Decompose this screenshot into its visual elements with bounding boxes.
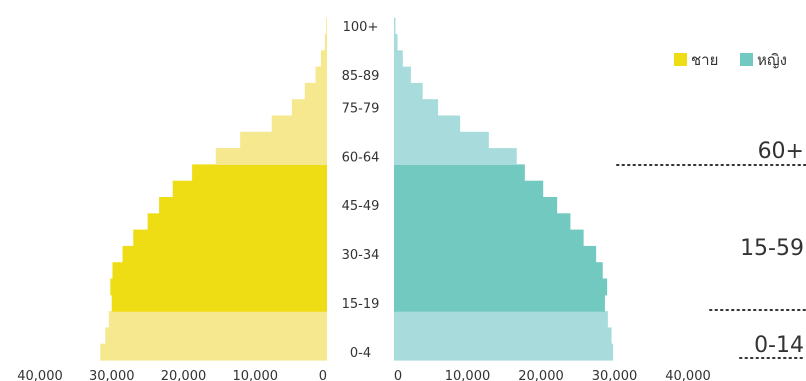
bar-female-10-14 [394, 311, 608, 328]
bar-female-70-74 [394, 115, 461, 133]
x-tick-label-female: 0 [394, 369, 402, 381]
x-axis-ticks-male: 40,000 30,000 20,000 10,000 0 [17, 369, 327, 381]
legend-label-male: ชาย [691, 51, 718, 69]
bar-male-0-4 [100, 343, 328, 361]
bar-male-70-74 [271, 115, 327, 133]
male-bars [100, 17, 328, 361]
bar-female-30-34 [394, 245, 597, 263]
bar-female-60-64 [394, 148, 517, 165]
age-group-annotations: 60+ 15-59 0-14 [616, 139, 806, 359]
bar-male-25-29 [112, 262, 327, 280]
bar-male-35-39 [133, 229, 327, 247]
bar-female-100+ [394, 17, 396, 35]
age-label: 100+ [343, 20, 379, 35]
bar-male-80-84 [304, 82, 327, 100]
age-label: 15-19 [342, 297, 380, 312]
bar-male-90-94 [320, 50, 327, 68]
bar-male-85-89 [315, 66, 327, 84]
age-label: 30-34 [342, 248, 380, 263]
age-label: 85-89 [342, 69, 380, 84]
bar-female-80-84 [394, 82, 423, 100]
bar-female-20-24 [394, 278, 608, 296]
bar-male-45-49 [159, 197, 327, 214]
x-tick-label-male: 30,000 [89, 369, 135, 381]
bar-female-75-79 [394, 99, 439, 117]
bar-female-90-94 [394, 50, 403, 68]
bar-male-95-99 [324, 34, 327, 51]
bar-female-55-59 [394, 164, 525, 182]
age-label: 0-4 [350, 346, 371, 361]
bar-male-40-44 [147, 213, 328, 231]
x-tick-label-female: 10,000 [445, 369, 491, 381]
age-label: 45-49 [342, 199, 380, 214]
age-group-label-0-14: 0-14 [754, 333, 804, 358]
bar-female-35-39 [394, 229, 584, 247]
x-tick-label-female: 40,000 [665, 369, 711, 381]
bar-male-65-69 [240, 131, 327, 149]
bar-female-25-29 [394, 262, 603, 280]
bar-female-0-4 [394, 343, 614, 361]
bar-female-15-19 [394, 294, 605, 312]
x-tick-label-female: 30,000 [592, 369, 638, 381]
bar-female-40-44 [394, 213, 571, 231]
age-group-label-60plus: 60+ [758, 139, 804, 164]
bar-female-5-9 [394, 327, 612, 345]
bar-male-5-9 [105, 327, 327, 345]
age-group-label-15-59: 15-59 [740, 236, 804, 261]
bar-male-60-64 [215, 148, 327, 165]
bar-female-95-99 [394, 34, 398, 51]
legend: ชาย หญิง [674, 51, 787, 69]
x-axis-ticks-female: 0 10,000 20,000 30,000 40,000 [394, 369, 711, 381]
x-tick-label-male: 40,000 [17, 369, 63, 381]
bar-female-45-49 [394, 197, 558, 214]
bar-male-55-59 [192, 164, 327, 182]
bar-male-10-14 [108, 311, 327, 328]
female-bars [394, 17, 614, 361]
x-tick-label-male: 0 [319, 369, 327, 381]
bar-female-85-89 [394, 66, 411, 84]
legend-label-female: หญิง [757, 51, 787, 69]
legend-swatch-female [740, 53, 753, 66]
bar-female-50-54 [394, 180, 544, 198]
bar-male-30-34 [122, 245, 327, 263]
legend-swatch-male [674, 53, 687, 66]
x-tick-label-female: 20,000 [518, 369, 564, 381]
bar-female-65-69 [394, 131, 489, 149]
age-labels: 0-4 15-19 30-34 45-49 60-64 75-79 85-89 100+ [342, 20, 380, 361]
bar-male-15-19 [111, 294, 327, 312]
bar-male-75-79 [291, 99, 327, 117]
bar-male-50-54 [172, 180, 327, 198]
age-label: 75-79 [342, 101, 380, 116]
x-tick-label-male: 10,000 [233, 369, 279, 381]
bar-male-100+ [326, 17, 327, 35]
bar-male-20-24 [110, 278, 327, 296]
age-label: 60-64 [342, 150, 380, 165]
x-tick-label-male: 20,000 [161, 369, 207, 381]
